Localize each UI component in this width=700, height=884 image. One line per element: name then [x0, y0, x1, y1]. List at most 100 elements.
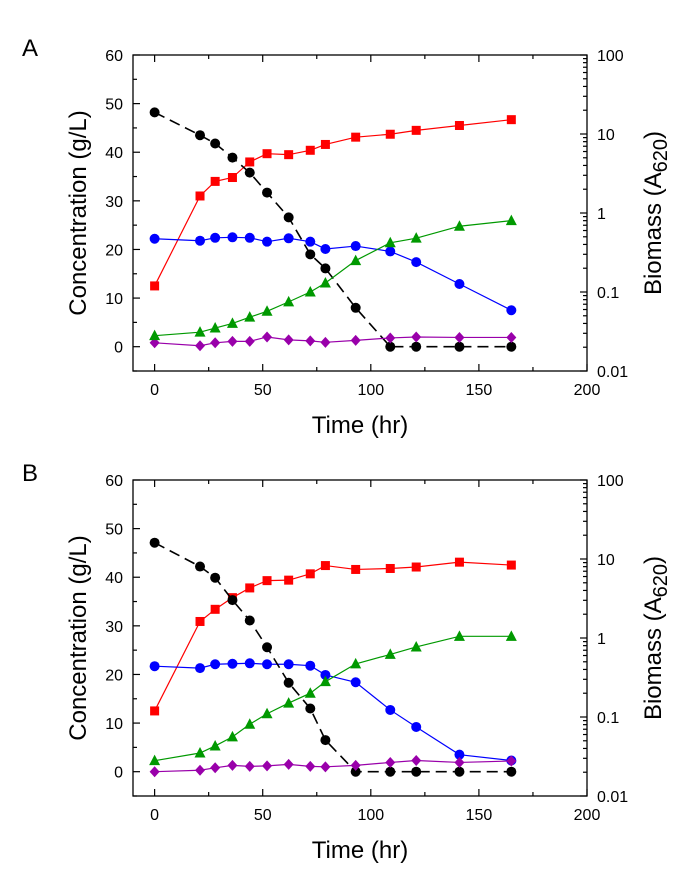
y-tick-label: 30	[105, 619, 123, 636]
y2-tick-label: 100	[597, 473, 624, 490]
y2-axis-title: Biomass (A620)Biomass (A620)	[640, 131, 672, 295]
data-point-circle	[244, 232, 255, 243]
data-point-square	[385, 129, 395, 139]
data-point-diamond	[283, 334, 294, 346]
data-point-square	[506, 115, 516, 125]
plot-frame	[132, 54, 588, 372]
data-point-diamond	[506, 755, 517, 767]
data-point-circle	[262, 659, 273, 670]
y-axis-title: Concentration (g/L)	[65, 110, 92, 315]
x-tick-label: 100	[357, 807, 384, 824]
data-point-circle	[149, 661, 160, 672]
data-point-square	[385, 563, 395, 573]
data-point-circle	[195, 235, 206, 246]
data-point-triangle	[350, 254, 362, 266]
data-point-square	[351, 132, 361, 142]
data-point-circle	[195, 130, 206, 141]
data-point-diamond	[210, 337, 221, 349]
data-point-circle	[350, 766, 361, 777]
data-point-circle	[210, 572, 221, 583]
data-point-triangle	[410, 640, 422, 652]
data-point-circle	[454, 278, 465, 289]
data-point-diamond	[350, 759, 361, 771]
y2-tick-label: 0.1	[597, 710, 619, 727]
x-tick-label: 150	[466, 382, 493, 399]
data-point-circle	[210, 659, 221, 670]
data-point-circle	[244, 167, 255, 178]
data-point-diamond	[385, 332, 396, 344]
plot-frame	[132, 479, 588, 797]
data-point-triangle	[194, 326, 206, 337]
y2-tick-label: 0.01	[597, 789, 628, 806]
series-circle-1	[149, 658, 517, 766]
data-point-circle	[244, 615, 255, 626]
data-point-circle	[305, 249, 316, 260]
x-tick-label: 200	[574, 807, 601, 824]
data-point-diamond	[385, 756, 396, 768]
y-axis-title: Concentration (g/L)	[65, 535, 92, 740]
x-axis-title: Time (hr)	[312, 412, 408, 439]
data-point-diamond	[262, 760, 273, 772]
y-tick-label: 0	[114, 340, 123, 357]
data-point-diamond	[262, 331, 273, 343]
y-tick-label: 40	[105, 570, 123, 587]
data-point-triangle	[149, 754, 161, 766]
data-point-diamond	[320, 336, 331, 348]
panel-letter: B	[22, 460, 38, 487]
data-point-diamond	[227, 759, 238, 771]
data-point-triangle	[283, 295, 295, 307]
data-point-circle	[350, 677, 361, 688]
data-point-square	[305, 569, 315, 579]
data-point-circle	[320, 735, 331, 746]
y2-axis-title-main: Biomass (A	[640, 597, 667, 720]
data-point-square	[195, 616, 205, 626]
y2-axis-title-subscript: 620	[650, 564, 672, 597]
x-tick-label: 0	[150, 807, 159, 824]
data-point-circle	[454, 766, 465, 777]
data-point-diamond	[244, 760, 255, 772]
data-point-circle	[506, 766, 517, 777]
series-diamond-3	[149, 755, 517, 778]
data-point-circle	[227, 152, 238, 163]
y-tick-label: 40	[105, 145, 123, 162]
x-tick-label: 150	[466, 807, 493, 824]
data-point-triangle	[149, 329, 161, 341]
data-point-square	[305, 145, 315, 155]
data-point-diamond	[305, 335, 316, 347]
data-point-diamond	[454, 331, 465, 343]
data-point-square	[210, 176, 220, 186]
series-line	[154, 635, 512, 762]
data-point-triangle	[350, 657, 362, 669]
data-point-triangle	[453, 220, 465, 231]
data-point-triangle	[209, 322, 221, 333]
data-point-square	[245, 157, 255, 167]
y2-axis-title: Biomass (A620)Biomass (A620)	[640, 556, 672, 720]
data-point-circle	[210, 138, 221, 149]
data-point-circle	[283, 212, 294, 223]
data-point-diamond	[350, 334, 361, 346]
x-tick-label: 0	[150, 382, 159, 399]
data-point-diamond	[411, 331, 422, 343]
data-point-circle	[244, 658, 255, 669]
data-point-circle	[210, 232, 221, 243]
data-point-triangle	[505, 630, 517, 641]
data-point-triangle	[304, 286, 316, 297]
data-point-square	[262, 576, 272, 586]
data-point-triangle	[453, 630, 465, 641]
data-point-circle	[283, 677, 294, 688]
data-point-circle	[149, 537, 160, 548]
data-point-triangle	[261, 707, 273, 719]
data-point-square	[411, 562, 421, 572]
data-point-triangle	[244, 718, 256, 729]
data-point-square	[210, 604, 220, 614]
data-point-triangle	[319, 675, 331, 687]
data-point-triangle	[194, 747, 206, 758]
data-point-square	[284, 150, 294, 160]
data-point-square	[245, 583, 255, 593]
data-point-circle	[195, 561, 206, 572]
data-point-circle	[283, 233, 294, 244]
data-point-circle	[262, 642, 273, 653]
